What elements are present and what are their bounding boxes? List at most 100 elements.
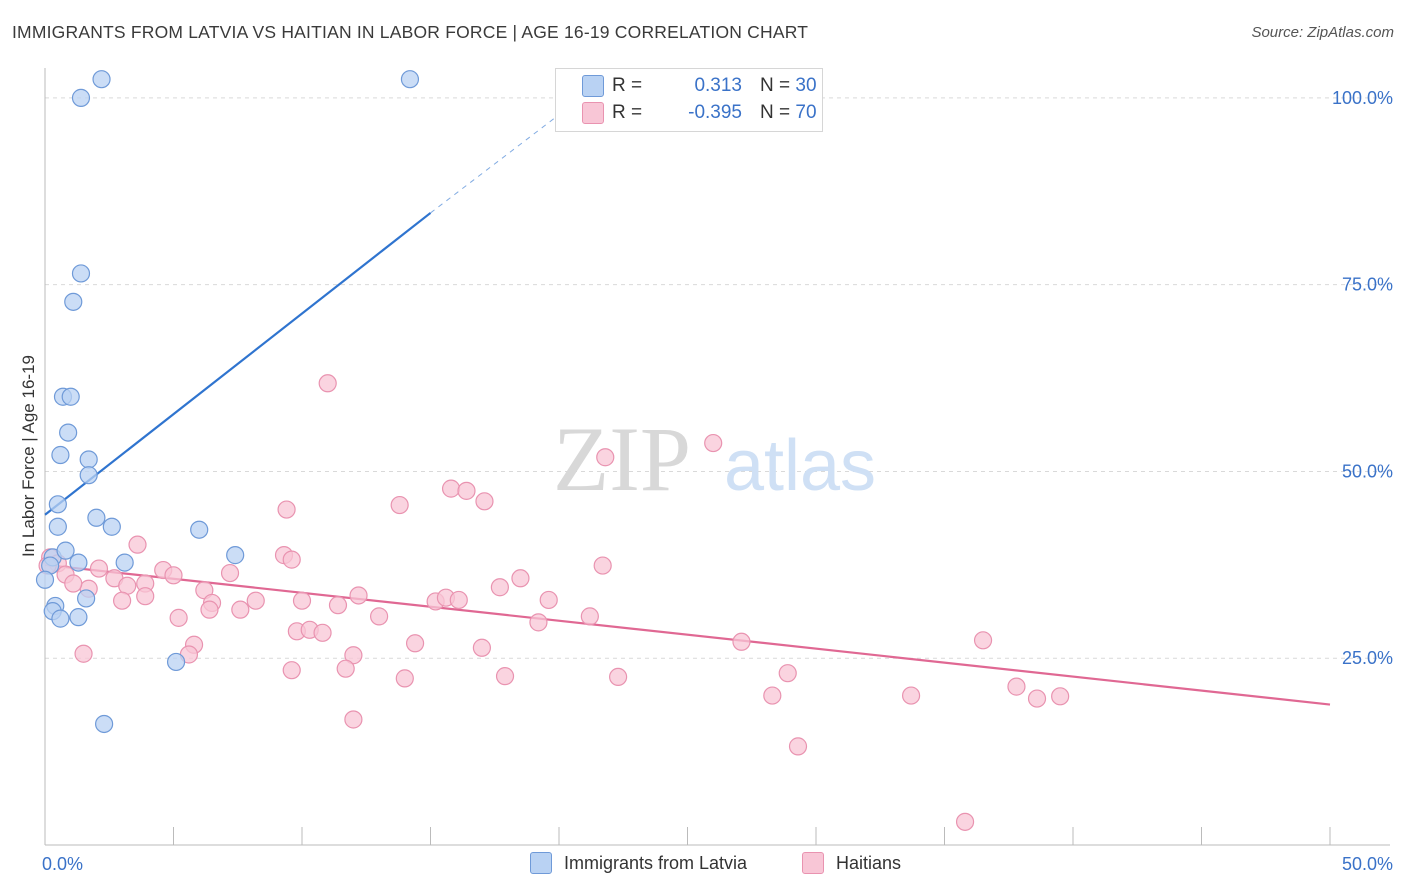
axes [44, 68, 1390, 846]
data-point-haitian [441, 479, 461, 498]
data-point-haitian [313, 623, 332, 642]
haitians-swatch [802, 852, 824, 874]
y-tick-label: 50.0% [1342, 461, 1393, 481]
data-point-haitian [449, 590, 468, 610]
data-point-haitian [955, 812, 975, 831]
data-point-haitian [580, 607, 599, 626]
data-point-haitian [763, 686, 782, 705]
y-axis-label: In Labor Force | Age 16-19 [19, 355, 38, 557]
legend-item-latvia: Immigrants from Latvia [530, 852, 747, 874]
data-point-latvia [79, 450, 98, 469]
r-value: 0.313 [694, 75, 742, 96]
data-point-haitian [336, 659, 355, 678]
source-label: Source: ZipAtlas.com [1251, 24, 1394, 41]
data-point-haitian [136, 587, 155, 606]
data-point-latvia [87, 508, 106, 527]
data-point-haitian [74, 644, 93, 663]
data-point-latvia [102, 517, 121, 536]
watermark: ZIP atlas [553, 408, 876, 510]
trend-line-latvia [44, 212, 432, 516]
r-label: R = [612, 102, 643, 123]
data-point-latvia [64, 292, 83, 311]
data-point-latvia [95, 714, 114, 734]
data-point-haitian [282, 661, 301, 680]
data-point-haitian [472, 638, 491, 657]
data-point-haitian [593, 556, 612, 575]
data-point-latvia [61, 387, 80, 406]
n-label: N = [760, 75, 791, 96]
data-point-haitian [344, 646, 363, 665]
n-label-group: N = 70 [760, 102, 817, 124]
data-point-haitian [704, 433, 723, 453]
data-point-haitian [292, 591, 312, 610]
legend-label-haitians: Haitians [836, 852, 902, 873]
data-point-latvia [166, 652, 186, 672]
data-point-latvia [77, 589, 96, 608]
data-point-haitian [344, 710, 363, 729]
trend-line-haitian [44, 563, 1331, 706]
data-point-haitian [128, 535, 147, 554]
latvia-swatch [582, 75, 604, 97]
data-points [35, 70, 1070, 831]
gridlines [45, 97, 1390, 659]
trend-line-extension-latvia [430, 75, 611, 214]
data-point-latvia [69, 608, 88, 627]
y-tick-label: 100.0% [1332, 88, 1393, 108]
data-point-haitian [475, 492, 494, 511]
data-point-haitian [200, 600, 219, 619]
data-point-haitian [112, 591, 132, 610]
data-point-haitian [395, 669, 414, 688]
data-point-haitian [282, 550, 301, 569]
data-point-haitian [1051, 687, 1070, 706]
data-point-haitian [788, 737, 808, 756]
data-point-latvia [71, 264, 91, 283]
legend-item-haitians: Haitians [802, 852, 901, 874]
data-point-latvia [115, 553, 134, 572]
n-value: 30 [795, 75, 817, 96]
data-point-haitian [349, 586, 368, 605]
legend-label-latvia: Immigrants from Latvia [564, 852, 748, 873]
data-point-latvia [226, 546, 245, 565]
data-point-latvia [79, 466, 98, 485]
data-point-haitian [529, 613, 548, 632]
data-point-latvia [56, 541, 75, 560]
data-point-latvia [48, 495, 67, 514]
y-tick-labels: 100.0% 75.0% 50.0% 25.0% [1332, 88, 1393, 668]
r-value: -0.395 [688, 102, 742, 123]
y-tick-label: 25.0% [1342, 648, 1393, 668]
data-point-latvia [400, 70, 420, 89]
n-value: 70 [795, 102, 817, 123]
data-point-haitian [390, 495, 409, 515]
data-point-haitian [778, 664, 797, 683]
data-point-haitian [539, 590, 558, 610]
data-point-haitian [495, 667, 515, 686]
watermark-zip: ZIP [553, 408, 691, 510]
x-tick-label: 0.0% [42, 854, 83, 874]
data-point-haitian [1007, 677, 1026, 696]
data-point-latvia [92, 70, 111, 89]
data-point-haitian [973, 631, 993, 650]
watermark-atlas: atlas [724, 426, 876, 506]
data-point-haitian [511, 569, 530, 588]
data-point-latvia [48, 517, 67, 536]
data-point-latvia [51, 609, 70, 628]
data-point-latvia [35, 570, 55, 589]
data-point-haitian [169, 608, 188, 627]
x-tick-label: 50.0% [1342, 854, 1393, 874]
data-point-haitian [164, 566, 183, 585]
haitians-swatch [582, 102, 604, 124]
n-label-group: N = 30 [760, 75, 817, 97]
data-point-haitian [246, 591, 265, 610]
data-point-haitian [457, 481, 476, 500]
data-point-haitian [609, 667, 628, 686]
data-point-latvia [190, 520, 209, 539]
data-point-haitian [277, 500, 296, 519]
latvia-swatch [530, 852, 552, 874]
correlation-legend: R = 0.313 N = 30 R = -0.395 N = 70 [555, 68, 823, 132]
data-point-haitian [596, 448, 615, 467]
data-point-haitian [490, 578, 509, 597]
data-point-haitian [901, 686, 921, 705]
data-point-latvia [71, 88, 91, 107]
data-point-haitian [220, 563, 240, 583]
